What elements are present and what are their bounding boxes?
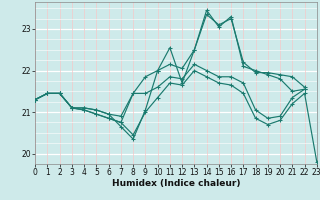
X-axis label: Humidex (Indice chaleur): Humidex (Indice chaleur) bbox=[112, 179, 240, 188]
